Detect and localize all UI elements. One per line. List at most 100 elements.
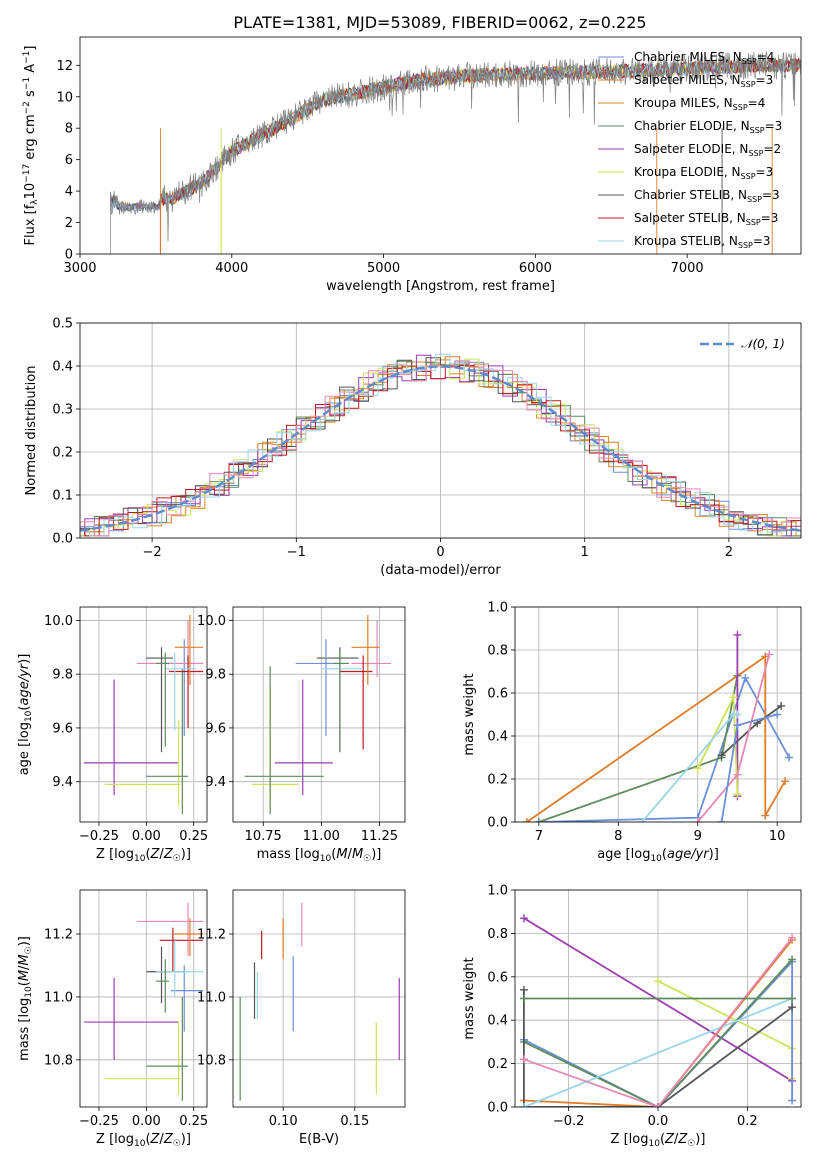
residual-histogram (80, 359, 801, 537)
residual-histogram (80, 353, 801, 537)
y-tick-label: 0.4 (487, 730, 508, 745)
y-tick-label: 0.4 (52, 360, 73, 375)
weight-marker (654, 977, 662, 986)
weight-marker (773, 710, 782, 719)
spectrum-ylabel: Flux [fλ10−17 erg cm−2 s−1 A−1] (22, 46, 40, 246)
y-tick-label: 9.6 (52, 721, 73, 736)
data-point (172, 918, 204, 957)
y-tick-label: 0.2 (487, 773, 508, 788)
data-point (351, 620, 392, 677)
weight-series (523, 997, 793, 1107)
y-tick-label: 0.8 (487, 927, 508, 942)
x-tick-label: 11.00 (303, 829, 340, 844)
y-tick-label: 0.2 (52, 446, 73, 461)
legend-entry: Salpeter MILES, NSSP=3 (634, 73, 773, 89)
x-tick-label: 0.0 (648, 1114, 669, 1129)
y-tick-label: 10 (56, 90, 73, 105)
y-tick-label: 0.3 (52, 403, 73, 418)
weight_vs_Z-axes: −0.2 0.0 0.2 0.0 0.2 0.4 0.6 0.8 1.0 (487, 884, 801, 1129)
data-point (159, 639, 204, 736)
gaussian-curve (80, 365, 801, 532)
weight-marker (693, 764, 702, 773)
mass_vs_Z-axes: −0.25 0.00 0.25 10.8 11.0 11.2 (44, 890, 208, 1129)
age_vs_mass-points (244, 615, 392, 814)
x-tick-label: 7000 (671, 261, 704, 276)
weight-series (526, 654, 786, 822)
weight-series (538, 675, 790, 822)
age_vs_mass-frame (232, 606, 406, 823)
y-tick-label: 11.2 (44, 928, 73, 943)
y-tick-label: 0.2 (487, 1057, 508, 1072)
residual-histogram (80, 354, 801, 537)
spectrum-xlabel: wavelength [Angstrom, rest frame] (326, 279, 555, 294)
x-tick-label: 11.25 (361, 829, 398, 844)
data-point (146, 996, 189, 1101)
spectrum-legend: Chabrier MILES, NSSP=4 Salpeter MILES, NS… (598, 50, 782, 250)
weight-marker (733, 770, 742, 779)
weight_vs_Z-ylabel: mass weight (462, 957, 477, 1039)
x-tick-label: 2 (725, 545, 733, 560)
y-tick-label: 0.4 (487, 1014, 508, 1029)
weight-marker (519, 985, 528, 994)
data-point (244, 666, 324, 814)
data-point (332, 652, 350, 753)
weight-series (523, 917, 793, 1082)
y-tick-label: 0.0 (52, 532, 73, 547)
age_vs_Z-frame (79, 606, 208, 823)
x-tick-label: −2 (143, 545, 162, 560)
y-tick-label: 11.0 (197, 990, 226, 1005)
x-tick-label: −0.2 (553, 1114, 585, 1129)
spectrum-frame (79, 36, 802, 255)
weight-series (523, 939, 793, 1107)
mass_vs_ebv-axes: 0.10 0.15 10.8 11.0 11.2 (197, 890, 405, 1129)
weight-marker (788, 933, 797, 942)
y-tick-label: 10.8 (197, 1053, 226, 1068)
y-tick-label: 9.8 (52, 668, 73, 683)
data-point (146, 668, 189, 814)
weight_vs_Z-xlabel: Z [log10(Z/Z☉)] (611, 1132, 706, 1149)
data-point (146, 647, 173, 753)
age_vs_Z-points (83, 615, 204, 814)
legend-entry: Kroupa STELIB, NSSP=3 (634, 234, 771, 250)
data-point (83, 978, 179, 1060)
x-tick-label: −1 (287, 545, 306, 560)
legend-entry: Salpeter STELIB, NSSP=3 (634, 211, 778, 227)
weight-series (657, 980, 793, 1079)
x-tick-label: 0.25 (179, 829, 208, 844)
legend-entry: Kroupa MILES, NSSP=4 (634, 96, 765, 112)
residual-hists (80, 353, 801, 537)
mass_vs_ebv-points (239, 902, 400, 1101)
data-point (174, 615, 204, 685)
y-tick-label: 9.8 (205, 668, 226, 683)
y-tick-label: 8 (65, 122, 73, 137)
legend-entry: Salpeter ELODIE, NSSP=2 (634, 142, 781, 158)
data-point (321, 652, 364, 731)
y-tick-label: 0.0 (487, 1101, 508, 1116)
x-tick-label: −0.25 (79, 829, 119, 844)
data-point (155, 652, 170, 747)
weight-marker (733, 630, 742, 639)
x-tick-label: 0.15 (340, 1114, 369, 1129)
x-tick-label: 0 (436, 545, 444, 560)
data-point (155, 940, 204, 997)
weight_vs_age-series (522, 630, 794, 822)
data-point (274, 679, 333, 796)
weight_vs_Z-frame (514, 889, 802, 1108)
weight-marker (785, 753, 794, 762)
mass_vs_Z-frame (79, 889, 208, 1108)
weight-marker (781, 777, 790, 786)
weight-marker (693, 818, 702, 822)
weight-marker (638, 818, 647, 822)
mass_vs_Z-xlabel: Z [log10(Z/Z☉)] (96, 1132, 191, 1149)
mass_vs_Z-points (83, 902, 204, 1101)
data-point (83, 679, 179, 796)
weight-marker (788, 994, 797, 1003)
weight-marker (777, 701, 786, 710)
x-tick-label: 8 (614, 829, 622, 844)
age_vs_mass-axes: 10.75 11.00 11.25 9.4 9.6 9.8 10.0 (197, 607, 405, 844)
data-point (104, 719, 181, 806)
x-tick-label: 10 (769, 829, 786, 844)
age_vs_Z-xlabel: Z [log10(Z/Z☉)] (96, 847, 191, 864)
residuals-ylabel: Normed distribution (24, 366, 39, 496)
